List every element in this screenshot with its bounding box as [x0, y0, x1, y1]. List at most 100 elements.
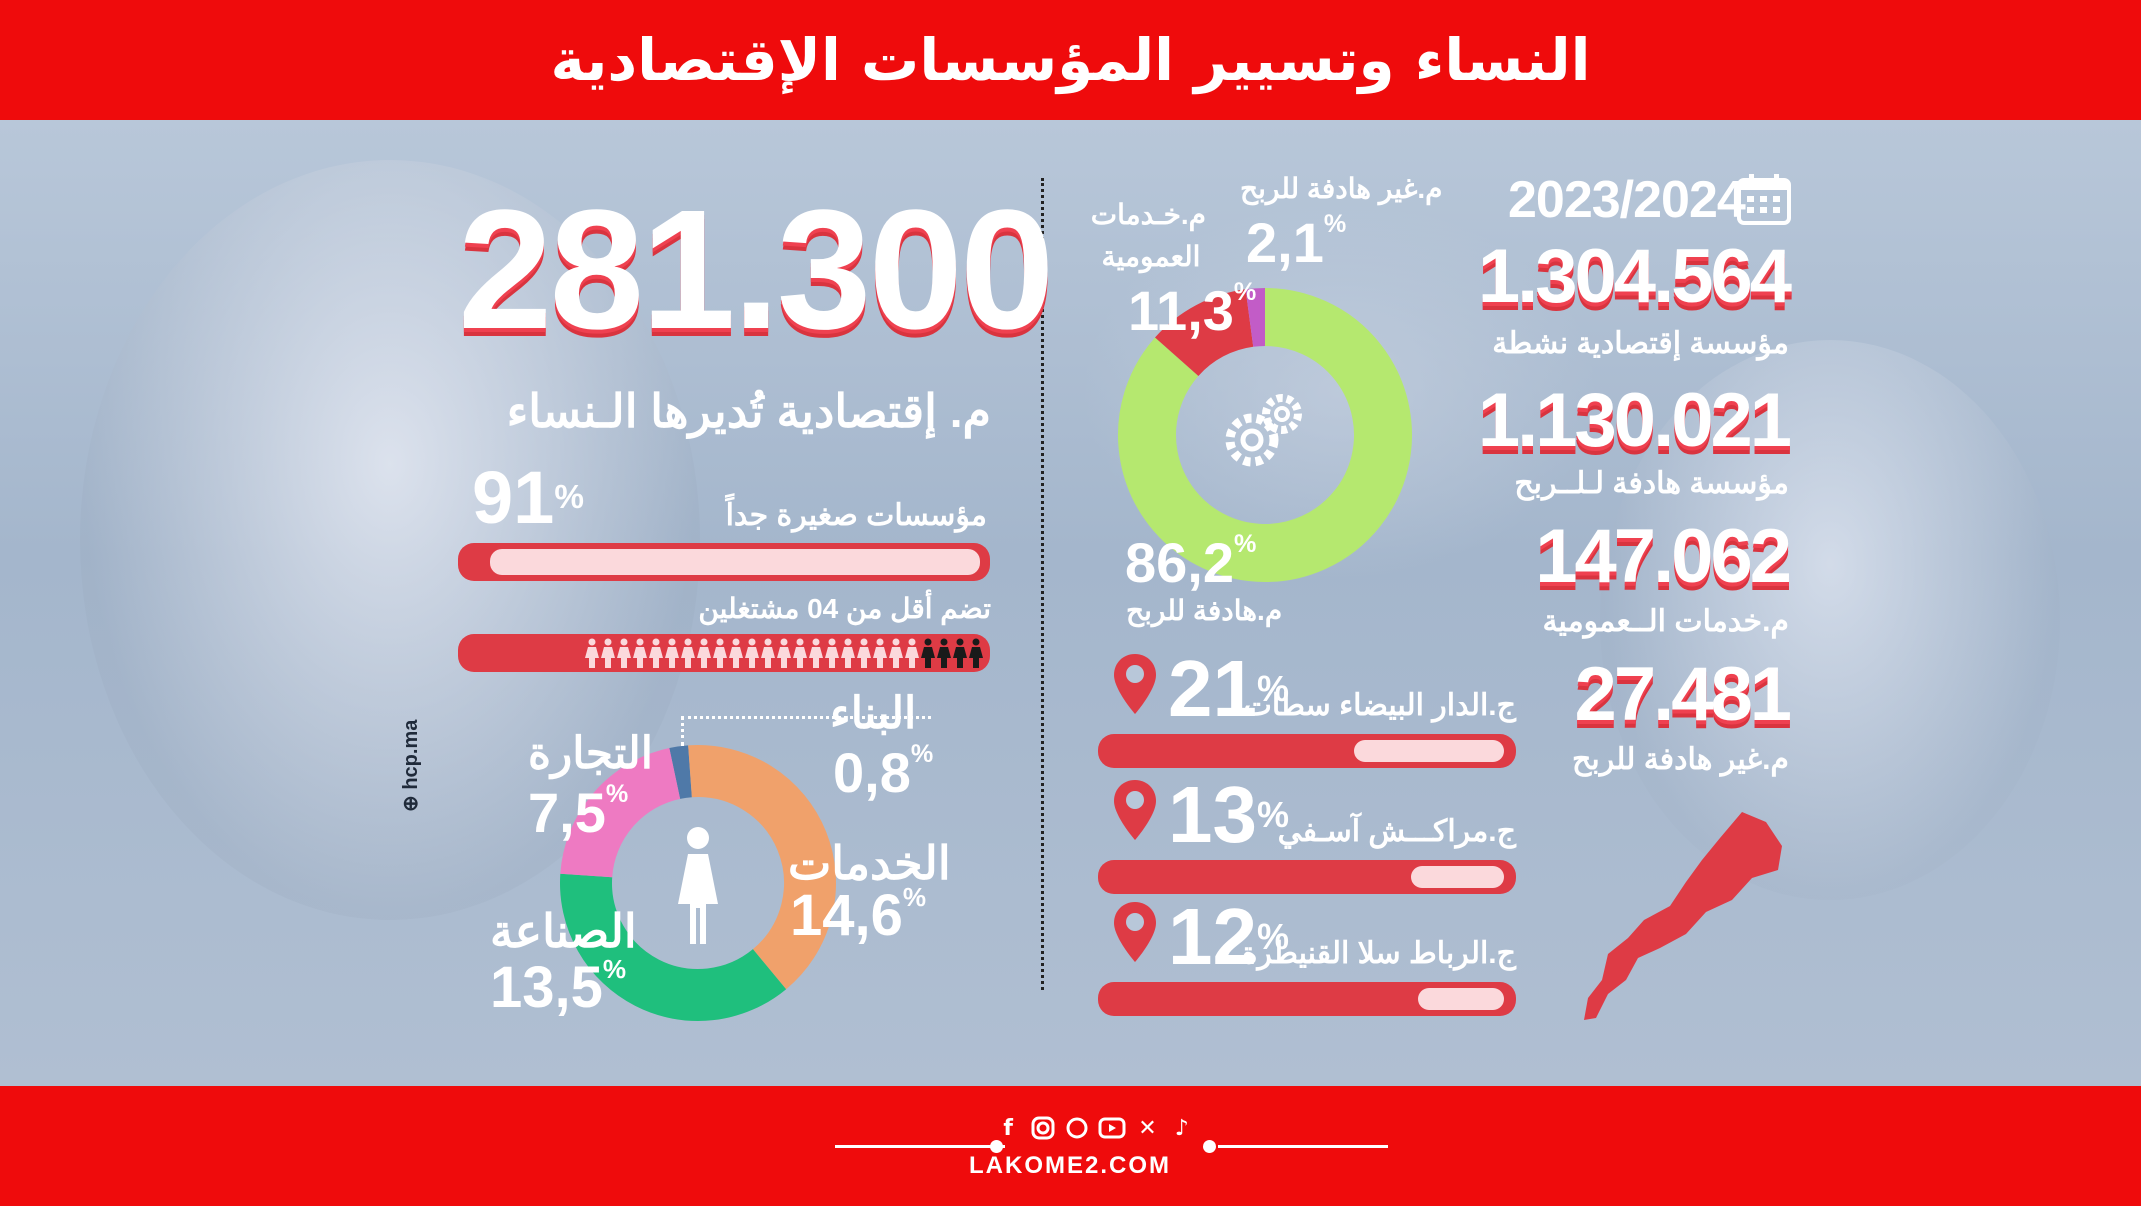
type-nonprofit-name: م.غير هادفة للربح	[1240, 173, 1443, 204]
main-panel	[0, 120, 2141, 1086]
women-enterprises-label: م. إقتصادية تُديرها الـنساء	[506, 385, 991, 437]
type-donut-chart	[1118, 288, 1412, 582]
slice-construction	[669, 745, 693, 799]
footer-dot-left	[990, 1140, 1003, 1153]
person-icon	[697, 638, 711, 668]
person-icon	[649, 638, 663, 668]
stat-number-profit: 1.130.021	[1477, 378, 1792, 463]
background-photo-figure	[1600, 340, 2060, 900]
sector-trade-name: التجارة	[528, 729, 654, 778]
micro-percent: 91%	[472, 456, 584, 539]
person-icon	[633, 638, 647, 668]
person-icon	[873, 638, 887, 668]
person-icon	[681, 638, 695, 668]
person-icon	[585, 638, 599, 668]
type-public-pct: 11,3%	[1128, 278, 1257, 342]
footer-bar	[0, 1086, 2141, 1206]
stat-label-active: مؤسسة إقتصادية نشطة	[1492, 327, 1789, 360]
whatsapp-icon[interactable]	[1064, 1113, 1090, 1143]
person-icon	[745, 638, 759, 668]
facebook-icon[interactable]: f	[1003, 1115, 1013, 1141]
slice-trade	[560, 748, 681, 879]
stat-number-active: 1.304.564	[1477, 234, 1792, 319]
instagram-icon[interactable]	[1029, 1113, 1055, 1143]
person-icon	[905, 638, 919, 668]
slice-profit	[1118, 288, 1412, 582]
stat-number-nonprofit: 27.481	[1574, 652, 1792, 737]
person-icon	[729, 638, 743, 668]
workers-label: تضم أقل من 04 مشتغلين	[698, 593, 991, 624]
sector-construction-pct: 0,8%	[833, 740, 934, 804]
globe-icon: ⊕	[400, 789, 422, 812]
region-bar-fill	[1354, 740, 1504, 762]
region-percent: 13%	[1168, 770, 1289, 859]
location-pin-icon	[1112, 652, 1158, 716]
construction-leader-line	[681, 716, 931, 719]
type-public-name: م.خـدمات العمومية	[1090, 199, 1206, 272]
region-percent: 21%	[1168, 644, 1289, 733]
person-icon	[809, 638, 823, 668]
slice-services	[688, 745, 836, 990]
person-icon	[761, 638, 775, 668]
sector-donut-chart	[560, 745, 836, 1021]
region-name: ج.الدار البيضاء سطات	[1243, 689, 1516, 722]
person-icon	[825, 638, 839, 668]
footer-line-right	[1218, 1145, 1388, 1148]
column-divider	[1041, 178, 1044, 990]
slice-industry	[560, 873, 787, 1021]
social-icons: f ✕ ♪	[995, 1113, 1195, 1147]
calendar-icon	[1736, 172, 1792, 226]
stat-label-nonprofit: م.غير هادفة للربح	[1572, 743, 1789, 776]
source-label: ⊕ hcp.ma	[400, 719, 422, 812]
region-percent: 12%	[1168, 892, 1289, 981]
footer-line-left	[835, 1145, 1005, 1148]
stat-label-public: م.خدمات الــعمومية	[1542, 605, 1789, 638]
person-icon	[841, 638, 855, 668]
gears-icon	[1218, 386, 1310, 478]
morocco-map-icon	[1582, 808, 1792, 1022]
site-url[interactable]: LAKOME2.COM	[969, 1152, 1171, 1179]
person-icon	[777, 638, 791, 668]
type-profit-pct: 86,2%	[1125, 530, 1257, 594]
stat-label-profit: مؤسسة هادفة لـلــربح	[1514, 467, 1789, 500]
location-pin-icon	[1112, 900, 1158, 964]
slice-public	[1155, 289, 1255, 377]
person-icon	[937, 638, 951, 668]
location-pin-icon	[1112, 778, 1158, 842]
person-icon	[857, 638, 871, 668]
sector-services-pct: 14,6%	[790, 882, 927, 948]
person-icon	[665, 638, 679, 668]
woman-icon	[676, 826, 720, 946]
region-name: ج.الرباط سلا القنيطرة	[1241, 937, 1516, 970]
x-icon[interactable]: ✕	[1138, 1115, 1157, 1141]
person-icon	[921, 638, 935, 668]
stats-year: 2023/2024	[1508, 171, 1746, 229]
region-bar-fill	[1411, 866, 1504, 888]
person-icon	[713, 638, 727, 668]
footer-dot-right	[1203, 1140, 1216, 1153]
person-icon	[601, 638, 615, 668]
sector-trade-pct: 7,5%	[528, 780, 629, 844]
youtube-icon[interactable]	[1098, 1113, 1126, 1143]
header-bar	[0, 0, 2141, 120]
sector-construction-name: البناء	[830, 689, 917, 738]
stat-number-public: 147.062	[1535, 514, 1792, 599]
women-enterprises-number: 281.300	[458, 175, 1055, 365]
page-title: النساء وتسيير المؤسسات الإقتصادية	[550, 26, 1591, 94]
sector-industry-pct: 13,5%	[490, 954, 627, 1020]
people-icons	[585, 638, 983, 668]
person-icon	[953, 638, 967, 668]
tiktok-icon[interactable]: ♪	[1174, 1115, 1189, 1141]
region-bar-fill	[1418, 988, 1504, 1010]
person-icon	[969, 638, 983, 668]
sector-services-name: الخدمات	[788, 837, 951, 889]
region-name: ج.مراكـــش آسـفي	[1277, 815, 1516, 848]
micro-bar-fill	[490, 549, 980, 575]
type-nonprofit-pct: 2,1%	[1246, 210, 1347, 274]
micro-label: مؤسسات صغيرة جداً	[725, 499, 987, 532]
person-icon	[793, 638, 807, 668]
slice-nonprofit	[1245, 288, 1266, 347]
person-icon	[617, 638, 631, 668]
construction-leader-line	[681, 716, 684, 746]
sector-industry-name: الصناعة	[490, 905, 637, 957]
